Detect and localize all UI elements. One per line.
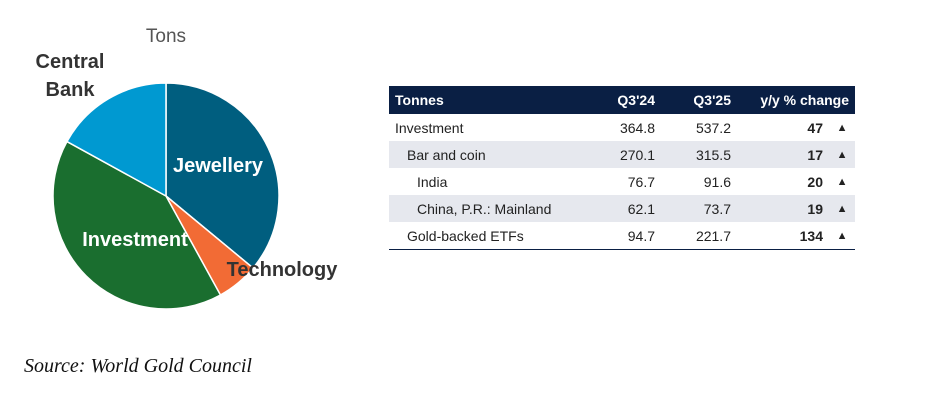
table-row: Bar and coin 270.1 315.5 17 ▲ xyxy=(389,141,856,168)
table-row: Gold-backed ETFs 94.7 221.7 134 ▲ xyxy=(389,222,856,250)
pie-chart: Tons Jewellery Technology Investment Centra… xyxy=(36,26,339,310)
cell-change: 134 xyxy=(737,222,829,250)
cell-change: 17 xyxy=(737,141,829,168)
cell-q3-24: 76.7 xyxy=(627,173,655,190)
table-body: Investment 364.8 537.2 47 ▲ Bar and coin 270.1… xyxy=(389,114,856,250)
col-header-change: y/y % change xyxy=(737,86,856,114)
table-row: China, P.R.: Mainland 62.1 73.7 19 ▲ xyxy=(389,195,856,222)
row-label: India xyxy=(417,173,448,190)
cell-q3-25: 221.7 xyxy=(661,222,737,250)
up-arrow-icon: ▲ xyxy=(829,222,856,250)
cell-q3-25: 73.7 xyxy=(661,195,737,222)
cell-q3-24: 62.1 xyxy=(589,195,661,222)
col-header-tonnes: Tonnes xyxy=(389,86,589,114)
table-row: Investment 364.8 537.2 47 ▲ xyxy=(389,114,855,141)
row-label: Bar and coin xyxy=(389,141,589,168)
pie-label-investment: Investment xyxy=(82,229,188,251)
col-header-q3-25: Q3'25 xyxy=(661,86,737,114)
cell-q3-24: 364.8 xyxy=(619,119,655,136)
pie-label-technology: Technology xyxy=(227,259,339,281)
cell-q3-25: 537.2 xyxy=(695,119,731,136)
up-arrow-icon: ▲ xyxy=(829,195,856,222)
table-header-row: Tonnes Q3'24 Q3'25 y/y % change xyxy=(389,86,856,114)
row-label: Gold-backed ETFs xyxy=(389,222,589,250)
row-label: China, P.R.: Mainland xyxy=(389,195,589,222)
cell-change: 20 xyxy=(807,173,823,190)
cell-change: 47 xyxy=(807,119,823,136)
pie-slice-investment xyxy=(52,140,222,310)
row-label: Investment xyxy=(395,119,464,136)
up-arrow-icon: ▲ xyxy=(829,141,856,168)
pie-label-central-bank: Central Bank xyxy=(36,51,105,101)
up-arrow-icon: ▲ xyxy=(836,121,848,134)
cell-q3-25: 315.5 xyxy=(661,141,737,168)
source-note: Source: World Gold Council xyxy=(24,355,252,377)
cell-change: 19 xyxy=(737,195,829,222)
table-row: India 76.7 91.6 20 ▲ xyxy=(389,168,855,195)
pie-title: Tons xyxy=(146,26,186,47)
pie-slice-central-bank xyxy=(65,82,167,198)
up-arrow-icon: ▲ xyxy=(836,175,848,188)
investment-table: Tonnes Q3'24 Q3'25 y/y % change Investme… xyxy=(389,86,856,250)
pie-labels: Jewellery Technology Investment Central Bank xyxy=(36,51,339,281)
cell-q3-24: 94.7 xyxy=(589,222,661,250)
pie-slices xyxy=(52,82,280,310)
cell-q3-24: 270.1 xyxy=(589,141,661,168)
col-header-q3-24: Q3'24 xyxy=(589,86,661,114)
pie-label-jewellery: Jewellery xyxy=(173,155,264,177)
cell-q3-25: 91.6 xyxy=(703,173,731,190)
pie-slice-jewellery xyxy=(165,82,280,270)
